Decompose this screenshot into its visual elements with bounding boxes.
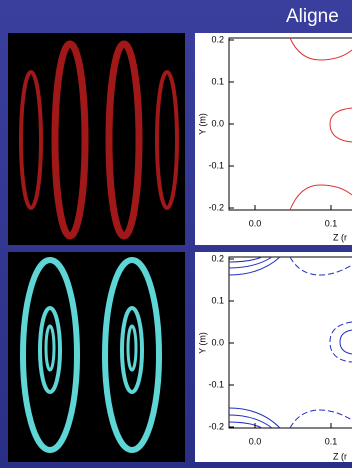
x-tick-label: 0.0 xyxy=(249,218,262,228)
y-tick-label: 0.0 xyxy=(211,337,224,347)
plot-panel xyxy=(195,33,352,245)
page: Aligne 0.2 0.1 0.0 -0.1 -0.2 0.0 0.1 Y (m) Z (r 0… xyxy=(0,0,352,468)
y-tick-label: -0.2 xyxy=(208,421,224,431)
y-tick-label: -0.1 xyxy=(208,160,224,170)
slide: Aligne 0.2 0.1 0.0 -0.1 -0.2 0.0 0.1 Y (m) Z (r 0… xyxy=(0,0,352,468)
x-tick-label: 0.1 xyxy=(325,436,338,446)
y-tick-label: -0.1 xyxy=(208,379,224,389)
x-tick-label: 0.1 xyxy=(325,218,338,228)
y-tick-label: 0.2 xyxy=(211,34,224,44)
y-tick-label: 0.0 xyxy=(211,118,224,128)
slide-title: Aligne xyxy=(286,6,339,27)
y-axis-label: Y (m) xyxy=(197,113,207,135)
y-axis-label: Y (m) xyxy=(197,332,207,354)
x-axis-label: Z (r xyxy=(333,451,347,461)
x-tick-label: 0.0 xyxy=(249,436,262,446)
x-axis-label: Z (r xyxy=(333,232,347,242)
y-tick-label: 0.1 xyxy=(211,295,224,305)
y-tick-label: 0.2 xyxy=(211,253,224,263)
y-tick-label: 0.1 xyxy=(211,76,224,86)
y-tick-label: -0.2 xyxy=(208,202,224,212)
